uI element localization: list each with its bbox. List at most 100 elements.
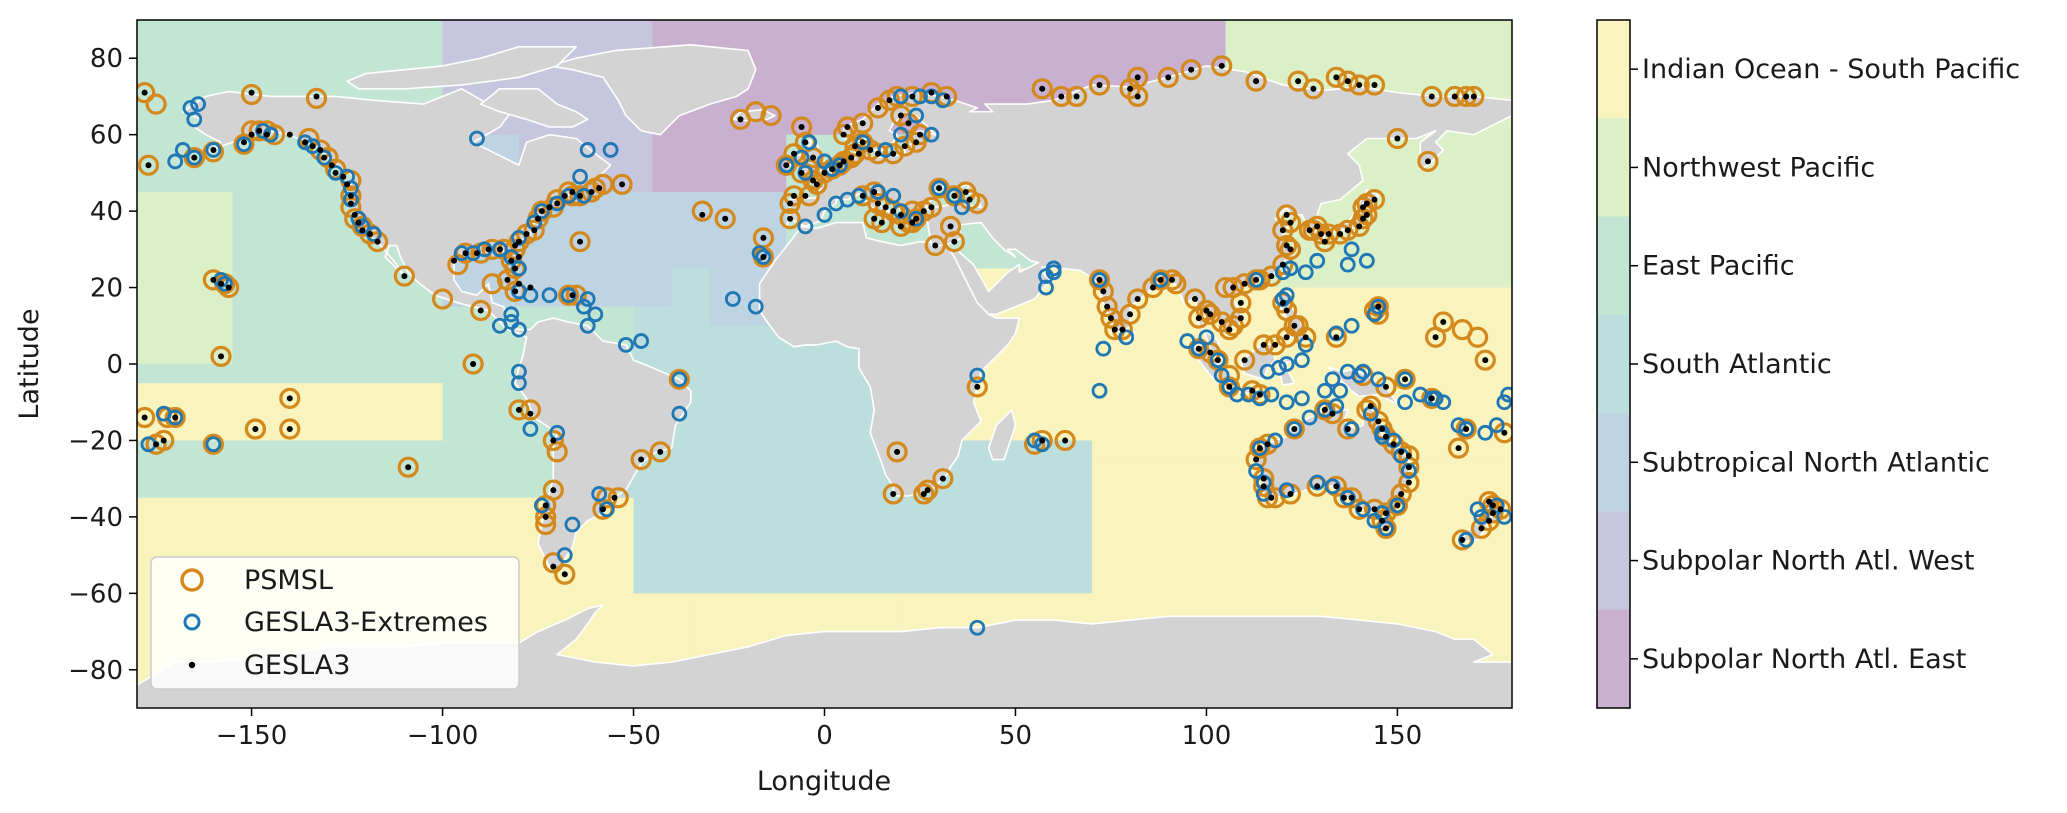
psmsl-point (867, 97, 889, 119)
gesla3-point (1363, 200, 1370, 207)
gesla3-point (1455, 445, 1462, 452)
gesla3-point (859, 120, 866, 127)
gesla3-point (1306, 227, 1313, 234)
gesla3-point (1398, 448, 1405, 455)
x-tick-label: 0 (816, 721, 833, 751)
gesla3-point (859, 192, 866, 199)
gesla3-point (512, 242, 519, 249)
gesla3-point (1272, 341, 1279, 348)
psmsl-point (1447, 437, 1470, 459)
gesla3-extremes-point (167, 153, 184, 170)
gesla3-extremes-point (1259, 363, 1276, 380)
psmsl-point (691, 200, 713, 222)
colorbar-segment (1597, 216, 1630, 316)
gesla3-point (1371, 81, 1378, 88)
gesla3-extremes-point (1179, 333, 1196, 349)
gesla3-point (951, 238, 958, 245)
gesla3-point (160, 437, 167, 444)
gesla3-point (867, 146, 874, 153)
gesla3-point (909, 219, 916, 226)
gesla3-extremes-point (1278, 287, 1295, 304)
psmsl-point (1092, 280, 1114, 302)
y-tick-label: −20 (68, 426, 123, 456)
gesla3-extremes-point (724, 291, 741, 307)
gesla3-point (810, 154, 817, 161)
gesla3-point (1096, 276, 1103, 283)
gesla3-point (699, 211, 706, 218)
gesla3-extremes-point (541, 287, 558, 304)
psmsl-point (137, 82, 156, 104)
psmsl-point (783, 143, 805, 165)
gesla3-point (1302, 334, 1309, 341)
psmsl-point (1421, 85, 1443, 108)
psmsl-point (1180, 59, 1202, 81)
gesla3-point (1314, 483, 1321, 490)
gesla3-point (191, 154, 198, 161)
gesla3-extremes-point (1252, 440, 1268, 456)
gesla3-extremes-point (1389, 497, 1406, 514)
gesla3-extremes-point (1229, 386, 1245, 403)
gesla3-extremes-point (1397, 394, 1413, 411)
gesla3-point (1195, 345, 1202, 352)
psmsl-point (928, 177, 950, 199)
psmsl-point (611, 173, 633, 195)
colorbar-segment (1597, 314, 1630, 414)
gesla3-point (1249, 387, 1256, 394)
gesla3-extremes-point (1339, 256, 1356, 273)
psmsl-point (897, 211, 920, 234)
gesla3-point (722, 215, 729, 222)
gesla3-point (874, 150, 881, 157)
region-area (137, 440, 558, 498)
psmsl-point (852, 112, 874, 134)
psmsl-point (1363, 189, 1386, 211)
psmsl-point (183, 147, 205, 169)
gesla3-extremes-point (1324, 371, 1341, 388)
psmsl-point (1222, 276, 1244, 299)
gesla3-point (1127, 85, 1134, 92)
gesla3-point (561, 571, 568, 578)
gesla3-point (577, 238, 584, 245)
gesla3-point (905, 120, 912, 127)
gesla3-point (802, 192, 809, 199)
gesla3-point (1428, 395, 1435, 402)
gesla3-extremes-point (954, 199, 970, 216)
gesla3-point (913, 215, 920, 222)
gesla3-point (313, 93, 320, 100)
gesla3-point (1440, 318, 1447, 325)
psmsl-point (894, 135, 916, 157)
psmsl-point (1478, 491, 1500, 513)
gesla3-extremes-point (579, 142, 596, 158)
gesla3-point (760, 234, 767, 241)
gesla3-point (1226, 326, 1233, 333)
gesla3-point (920, 490, 927, 497)
psmsl-point (1417, 150, 1439, 173)
colorbar-segment (1597, 118, 1630, 218)
gesla3-extremes-point (747, 298, 764, 315)
gesla3-extremes-point (575, 298, 592, 315)
gesla3-point (886, 97, 893, 104)
psmsl-point (1184, 288, 1206, 310)
gesla3-extremes-point (1343, 241, 1360, 258)
psmsl-point (943, 231, 965, 253)
psmsl-point (137, 406, 156, 429)
psmsl-point (867, 143, 889, 165)
gesla3-extremes-point (511, 363, 527, 380)
gesla3-point (523, 231, 530, 238)
gesla3-point (1104, 303, 1111, 310)
land-polygon (987, 409, 1017, 461)
gesla3-point (1157, 276, 1164, 283)
psmsl-point (1211, 55, 1233, 77)
land-polygon (758, 221, 1021, 497)
psmsl-point (901, 85, 923, 108)
psmsl-point (1157, 66, 1179, 88)
psmsl-point (557, 284, 580, 306)
gesla3-extremes-point (1267, 432, 1284, 449)
gesla3-extremes-point (1278, 482, 1295, 499)
gesla3-extremes-point (633, 333, 650, 349)
gesla3-extremes-point (617, 336, 634, 353)
gesla3-point (405, 464, 412, 471)
gesla3-point (1100, 288, 1107, 295)
gesla3-point (485, 246, 492, 253)
gesla3-extremes-point (1301, 409, 1318, 426)
gesla3-point (1333, 334, 1340, 341)
